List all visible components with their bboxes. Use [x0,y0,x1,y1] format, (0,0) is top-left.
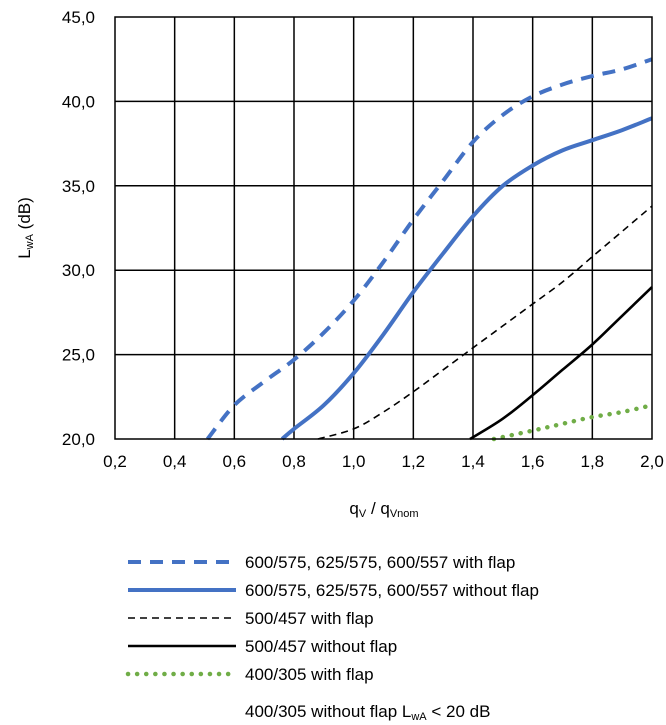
x-tick-label: 2,0 [640,452,664,471]
x-tick-label: 0,2 [103,452,127,471]
y-axis-label-main: L [15,249,34,258]
plot-area-border [114,16,653,440]
x-axis-label: qV / qVnom [349,499,418,520]
chart-legend: 600/575, 625/575, 600/557 with flap 600/5… [125,553,539,684]
legend-label-3: 500/457 with flap [245,609,374,628]
x-tick-label: 1,0 [342,452,366,471]
legend-note: 400/305 without flap LwA < 20 dB [245,702,490,723]
x-tick-label: 1,6 [521,452,545,471]
chart-series [205,57,655,442]
x-axis-label-subscript-2: Vnom [390,508,419,520]
legend-label-1: 600/575, 625/575, 600/557 with flap [245,553,515,572]
legend-note-subscript: wA [410,711,427,723]
y-tick-label: 45,0 [62,8,95,27]
x-tick-label: 0,6 [223,452,247,471]
y-tick-label: 35,0 [62,177,95,196]
y-tick-label: 25,0 [62,346,95,365]
series-line-3 [317,205,653,440]
y-tick-label: 40,0 [62,92,95,111]
series-line-2 [280,116,653,441]
x-axis-label-mid: / q [366,499,390,518]
y-axis-label-subscript: wA [24,233,36,250]
x-axis-label-subscript-1: V [359,508,367,520]
series-line-4 [469,286,653,441]
legend-label-2: 600/575, 625/575, 600/557 without flap [245,581,539,600]
x-tick-label: 1,4 [461,452,485,471]
x-tick-label: 1,2 [402,452,426,471]
legend-label-4: 500/457 without flap [245,637,397,656]
legend-note-suffix: < 20 dB [427,702,491,721]
y-axis-label: LwA (dB) [15,197,36,259]
x-axis-label-main: q [349,499,358,518]
legend-label-5: 400/305 with flap [245,665,374,684]
legend-note-prefix: 400/305 without flap L [245,702,411,721]
series-line-5 [491,402,655,442]
chart-grid [115,17,652,439]
y-axis-ticks: 20,0 25,0 30,0 35,0 40,0 45,0 [62,8,95,449]
x-axis-ticks: 0,2 0,4 0,6 0,8 1,0 1,2 1,4 1,6 1,8 2,0 [103,452,664,471]
x-tick-label: 1,8 [581,452,605,471]
y-tick-label: 20,0 [62,430,95,449]
series-line-1 [205,57,653,441]
y-axis-label-unit: (dB) [15,197,34,234]
x-tick-label: 0,8 [282,452,306,471]
x-tick-label: 0,4 [163,452,187,471]
y-tick-label: 30,0 [62,261,95,280]
